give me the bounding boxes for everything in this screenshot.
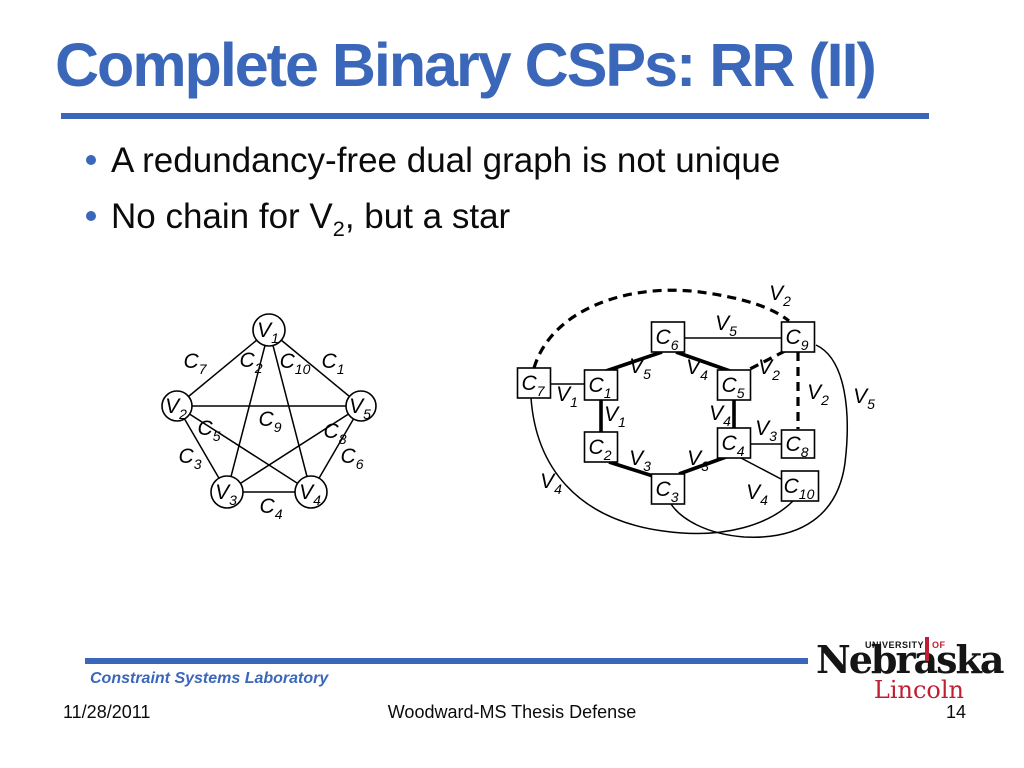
primal-node-V5 [345,390,377,422]
dual-node-C9 [780,321,816,353]
primal-edge-V3-V5 [226,405,362,493]
dual-edge-C4-C10 [740,457,782,480]
primal-node-V4 [294,475,328,509]
primal-edge-label-V3-V5: C8 [324,420,347,447]
logo-lincoln-text: Lincoln [873,676,964,704]
dual-node-C4 [716,427,752,459]
bullet-item-1: A redundancy-free dual graph is not uniq… [86,141,966,180]
dual-node-C5 [716,369,752,401]
primal-node-label-V3: V3 [215,481,237,508]
dual-node-C6 [650,321,686,353]
dual-edge-label-C6-C5: V4 [686,356,708,383]
dual-node-C1 [583,369,619,401]
dual-edge-C2-C3 [608,460,657,479]
bullet-dot [86,155,96,165]
footer-presentation-title: Woodward-MS Thesis Defense [387,702,637,722]
bullet-list: A redundancy-free dual graph is not uniq… [86,141,966,253]
dual-edge-label-C7-C10: V4 [540,470,562,497]
slide-number: 14 [945,702,966,722]
dual-edge-C7-C9 [532,288,791,369]
dual-edge-label-C9-C5: V2 [758,356,780,383]
primal-node-label-V2: V2 [165,395,187,422]
logo-nebraska-wordmark: Nebraska [816,637,1004,682]
primal-node-label-V5: V5 [349,395,371,422]
primal-edge-label-V1-V3: C2 [240,349,263,376]
dual-edge-label-C9-C3: V5 [853,385,875,412]
dual-edge-label-C1-C6: V5 [629,355,651,382]
title-underline [61,113,929,119]
dual-node-C7 [516,367,552,399]
dual-edge-C7-C10 [530,397,794,535]
dual-edge-C9-C3 [670,344,848,538]
dual-edge-label-C7-C1: V1 [556,383,578,410]
dual-edge-C1-C6 [605,350,663,373]
primal-edge-label-V4-V5: C6 [341,445,364,472]
primal-node-V2 [161,390,193,422]
bullet-text: No chain for V2, but a star [111,197,511,242]
primal-node-label-V4: V4 [299,481,321,508]
dual-edge-label-C9-C8: V2 [807,381,829,408]
dual-node-label-C4: C4 [722,432,745,459]
primal-edge-V1-V2 [176,329,270,407]
dual-node-label-C2: C2 [589,436,612,463]
dual-node-label-C7: C7 [522,372,546,399]
dual-node-C3 [650,473,686,505]
dual-edge-label-C6-C9: V5 [715,312,737,339]
primal-node-V3 [210,475,244,509]
dual-edge-C9-C5 [745,349,786,373]
dual-edge-label-C1-C2: V1 [604,403,626,430]
primal-edge-label-V2-V5: C9 [259,408,282,435]
primal-edge-label-V3-V4: C4 [260,495,283,522]
primal-edge-label-V1-V4: C10 [280,350,311,377]
primal-edge-V1-V4 [268,329,312,493]
bullet-dot [86,211,96,222]
primal-edge-V1-V5 [268,329,362,407]
dual-edge-label-C7-C9: V2 [769,282,791,309]
footer-date: 11/28/2011 [63,702,151,722]
dual-edge-label-C4-C8: V3 [755,417,777,444]
dual-edge-C3-C4 [678,455,727,476]
dual-edge-label-C4-C10: V4 [746,481,768,508]
bullet-text: A redundancy-free dual graph is not uniq… [111,141,781,180]
nebraska-logo: Nebraska UNIVERSITY OF Lincoln [816,629,1004,704]
primal-edge-label-V2-V4: C5 [198,417,221,444]
dual-edge-label-C5-C4: V4 [709,402,731,429]
dual-node-C8 [780,429,816,459]
logo-of-text: OF [932,640,946,650]
primal-edge-label-V2-V3: C3 [179,445,202,472]
primal-edge-V2-V4 [176,405,312,493]
dual-node-C2 [583,431,619,463]
dual-node-label-C6: C6 [656,326,679,353]
slide-title: Complete Binary CSPs: RR (II) [55,31,877,99]
dual-edge-label-C2-C3: V3 [629,447,651,474]
footer-lab-name: Constraint Systems Laboratory [90,670,329,687]
dual-edge-C6-C5 [675,350,731,373]
dual-node-label-C3: C3 [656,478,679,505]
logo-column-icon [925,637,929,661]
dual-node-label-C1: C1 [589,374,612,401]
dual-node-label-C9: C9 [786,326,809,353]
footer-rule [85,658,808,664]
dual-node-label-C10: C10 [784,475,815,502]
primal-node-V1 [252,313,286,347]
dual-node-label-C8: C8 [786,433,809,460]
dual-node-C10 [780,470,820,502]
primal-edge-label-V1-V2: C7 [184,350,208,377]
primal-edge-label-V1-V5: C1 [322,350,345,377]
primal-edge-V1-V3 [226,329,270,493]
logo-university-text: UNIVERSITY [865,640,925,650]
primal-node-label-V1: V1 [257,319,279,346]
dual-edge-label-C3-C4: V3 [687,447,709,474]
bullet-item-2: No chain for V2, but a star [86,197,966,242]
dual-node-label-C5: C5 [722,374,745,401]
